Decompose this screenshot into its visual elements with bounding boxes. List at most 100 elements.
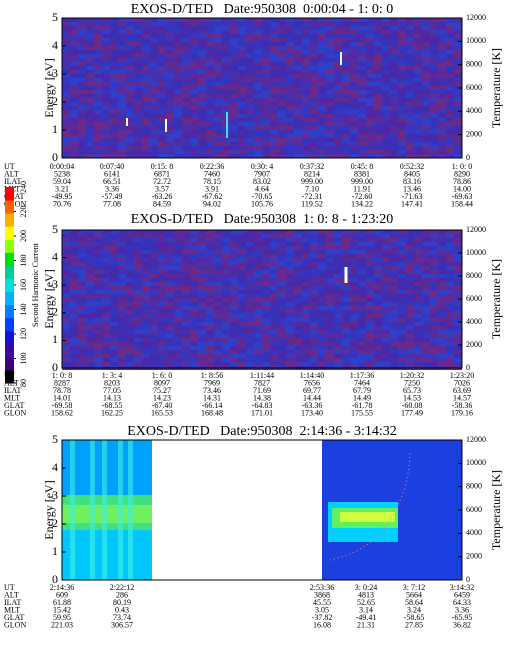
spectrogram-cell (422, 234, 430, 238)
spectrogram-cell (318, 118, 326, 122)
spectrogram-cell (206, 70, 214, 74)
spectrogram-cell (270, 342, 278, 346)
spectrogram-cell (366, 278, 374, 282)
spectrogram-cell (270, 242, 278, 246)
spectrogram-cell (350, 114, 358, 118)
spectrogram-cell (326, 82, 334, 86)
spectrogram-cell (278, 34, 286, 38)
spectrogram-cell (318, 122, 326, 126)
table-cell: -67.40 (152, 401, 173, 410)
spectrogram-cell (246, 274, 254, 278)
spectrogram-cell (374, 42, 382, 46)
spectrogram-cell (454, 66, 462, 70)
spectrogram-cell (78, 90, 86, 94)
spectrogram-cell (358, 362, 366, 366)
spectrogram-cell (374, 50, 382, 54)
spectrogram-cell (134, 46, 142, 50)
spectrogram-cell (422, 286, 430, 290)
spectrogram-cell (318, 26, 326, 30)
spectrogram-cell (142, 254, 150, 258)
spectrogram-cell (238, 74, 246, 78)
spectrogram-cell (318, 310, 326, 314)
spectrogram-cell (430, 358, 438, 362)
spectrogram-cell (86, 290, 94, 294)
spectrogram-cell (262, 278, 270, 282)
spectrogram-cell (70, 98, 78, 102)
spectrogram-cell (102, 66, 110, 70)
spectrogram-cell (318, 326, 326, 330)
spectrogram-cell (190, 38, 198, 42)
spectrogram-cell (94, 274, 102, 278)
spectrogram-cell (254, 22, 262, 26)
spectrogram-cell (110, 322, 118, 326)
spectrogram-cell (406, 270, 414, 274)
spectrogram-cell (446, 238, 454, 242)
spectrogram-cell (110, 98, 118, 102)
table-cell: 3: 0:24 (355, 583, 377, 592)
spectrogram-cell (278, 78, 286, 82)
spectrogram-cell (198, 302, 206, 306)
spectrogram-cell (406, 306, 414, 310)
spectrogram-cell (454, 62, 462, 66)
spectrogram-cell (422, 26, 430, 30)
spectrogram-cell (430, 346, 438, 350)
spectrogram-cell (70, 242, 78, 246)
spectrogram-cell (214, 82, 222, 86)
spectrogram-cell (142, 86, 150, 90)
spectrogram-cell (94, 338, 102, 342)
spectrogram-cell (166, 322, 174, 326)
spectrogram-cell (286, 274, 294, 278)
y2-tick-label: 10000 (466, 36, 486, 45)
spectrogram-cell (358, 330, 366, 334)
spectrogram-cell (286, 346, 294, 350)
table-cell: 77.08 (103, 199, 121, 208)
spectrogram-cell (414, 62, 422, 66)
spectrogram-cell (254, 354, 262, 358)
y-axis-label: Energy [eV] (42, 269, 56, 328)
spectrogram-cell (398, 266, 406, 270)
spectrogram-cell (94, 82, 102, 86)
spectrogram-cell (390, 30, 398, 34)
spectrogram-cell (286, 238, 294, 242)
spectrogram-cell (286, 322, 294, 326)
spectrogram-cell (126, 130, 134, 134)
spectrogram-cell (390, 242, 398, 246)
spectrogram-cell (198, 362, 206, 366)
spectrogram-cell (294, 298, 302, 302)
spectrogram-cell (390, 270, 398, 274)
spectrogram-cell (134, 322, 142, 326)
spectrogram-cell (238, 114, 246, 118)
spectrogram-cell (310, 346, 318, 350)
spectrogram-cell (382, 54, 390, 58)
spectrogram-cell (110, 26, 118, 30)
spectrogram-cell (78, 54, 86, 58)
spectrogram-cell (166, 254, 174, 258)
spectrogram-cell (438, 30, 446, 34)
spectrogram-cell (270, 42, 278, 46)
spectrogram-cell (102, 234, 110, 238)
spectrogram-cell (254, 278, 262, 282)
spectrogram-cell (182, 146, 190, 150)
spectrogram-cell (198, 74, 206, 78)
spectrogram-cell (158, 250, 166, 254)
spectrogram-cell (406, 78, 414, 82)
spectrogram-cell (430, 246, 438, 250)
spectrogram-cell (438, 358, 446, 362)
spectrogram-cell (310, 70, 318, 74)
spectrogram-cell (230, 270, 238, 274)
spectrogram-cell (334, 34, 342, 38)
spectrogram-cell (222, 306, 230, 310)
spectrogram-cell (454, 54, 462, 58)
spectrogram-cell (94, 86, 102, 90)
spectrogram-cell (166, 22, 174, 26)
table-cell: 8097 (154, 378, 170, 387)
spectrogram-cell (222, 278, 230, 282)
spectrogram-cell (126, 254, 134, 258)
spectrogram-cell (270, 322, 278, 326)
spectrogram-cell (302, 230, 310, 234)
spectrogram-cell (158, 246, 166, 250)
spectrogram-cell (406, 334, 414, 338)
table-cell: -49.41 (356, 613, 377, 622)
spectrogram-cell (78, 46, 86, 50)
spectrogram-cell (454, 350, 462, 354)
